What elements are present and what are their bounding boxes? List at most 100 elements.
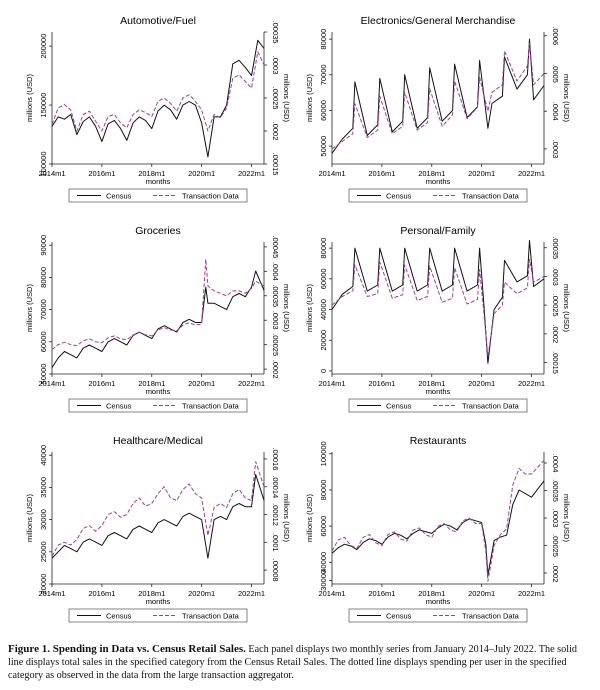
y-tick-label: 200000	[39, 34, 48, 59]
transaction-series-line	[331, 258, 545, 358]
y2-tick-label: .0002	[551, 324, 560, 343]
y2-tick-label: .0006	[551, 26, 560, 45]
y-tick-label: 35000	[39, 477, 48, 498]
y-tick-label: 90000	[39, 235, 48, 256]
x-axis-label: months	[426, 387, 451, 396]
transaction-series-line	[51, 51, 265, 132]
panel-healthcare-medical: Healthcare/Medical 2014m1 2016m1 2018m1 2020…	[25, 435, 291, 623]
y-tick-label: 30000	[319, 570, 328, 591]
x-tick-label: 2020m1	[188, 169, 215, 178]
y-axis-label: millions (USD)	[305, 74, 314, 122]
x-tick-label: 2020m1	[468, 379, 495, 388]
y2-axis-label: millions (USD)	[562, 74, 571, 122]
y2-tick-label: .00008	[271, 559, 280, 582]
y-tick-label: 70000	[319, 64, 328, 85]
census-series-line	[51, 270, 265, 368]
y-tick-label: 60000	[319, 516, 328, 537]
caption-lead: Figure 1. Spending in Data vs. Census Re…	[8, 643, 246, 655]
legend-label-transaction: Transaction Data	[182, 402, 240, 411]
y2-tick-label: .00025	[271, 87, 280, 110]
x-tick-label: 2018m1	[138, 169, 165, 178]
x-axis-label: months	[146, 387, 171, 396]
panel-title: Restaurants	[410, 435, 467, 447]
x-tick-label: 2022m1	[518, 169, 545, 178]
y2-tick-label: .00025	[551, 534, 560, 557]
y-tick-label: 20000	[39, 574, 48, 595]
y2-axis-label: millions (USD)	[282, 284, 291, 332]
legend	[68, 188, 248, 203]
legend-label-census: Census	[386, 612, 412, 621]
y2-tick-label: .00016	[271, 447, 280, 470]
census-series-line	[331, 240, 545, 364]
panel-title: Automotive/Fuel	[120, 15, 196, 27]
y-tick-label: 40000	[319, 552, 328, 573]
figure-caption: Figure 1. Spending in Data vs. Census Re…	[8, 643, 594, 682]
y2-axis-label: millions (USD)	[282, 494, 291, 542]
x-tick-label: 2014m1	[318, 379, 345, 388]
x-axis-label: months	[146, 597, 171, 606]
x-axis-label: months	[426, 177, 451, 186]
x-tick-label: 2018m1	[138, 379, 165, 388]
y2-tick-label: .00015	[271, 153, 280, 176]
y2-tick-label: .00045	[271, 235, 280, 258]
y2-tick-label: .0004	[271, 262, 280, 281]
y-axis-label: millions (USD)	[305, 284, 314, 332]
y2-axis-label: millions (USD)	[562, 494, 571, 542]
y-tick-label: 50000	[39, 364, 48, 385]
y2-tick-label: .00035	[551, 479, 560, 502]
y-tick-label: 80000	[319, 238, 328, 259]
x-tick-label: 2016m1	[368, 589, 395, 598]
y2-tick-label: .0004	[551, 454, 560, 473]
legend-label-transaction: Transaction Data	[182, 612, 240, 621]
transaction-series-line	[331, 42, 545, 150]
y2-tick-label: .0004	[551, 102, 560, 121]
panel-electronics-general-merchandise: Electronics/General Merchandise 2014m1 201…	[305, 15, 571, 203]
y2-tick-label: .00015	[551, 351, 560, 374]
y2-tick-label: .00012	[271, 503, 280, 526]
panel-title: Personal/Family	[400, 225, 476, 237]
legend-label-transaction: Transaction Data	[462, 402, 520, 411]
y-axis-label: millions (USD)	[25, 494, 34, 542]
y2-tick-label: .00025	[271, 333, 280, 356]
legend	[348, 398, 528, 413]
legend-label-census: Census	[386, 192, 412, 201]
x-tick-label: 2014m1	[38, 169, 65, 178]
y-tick-label: 80000	[319, 29, 328, 50]
y2-tick-label: .0005	[551, 64, 560, 83]
panel-title: Groceries	[135, 225, 181, 237]
y-tick-label: 70000	[39, 299, 48, 320]
legend-label-transaction: Transaction Data	[462, 612, 520, 621]
census-series-line	[331, 38, 545, 154]
y2-tick-label: .0003	[271, 311, 280, 330]
transaction-series-line	[51, 258, 265, 350]
y-axis-label: millions (USD)	[305, 494, 314, 542]
y2-tick-label: .0002	[271, 360, 280, 379]
x-tick-label: 2022m1	[238, 589, 265, 598]
census-series-line	[51, 39, 265, 158]
y-tick-label: 30000	[39, 509, 48, 530]
y2-tick-label: .0003	[551, 267, 560, 286]
panel-title: Electronics/General Merchandise	[361, 15, 516, 27]
legend	[68, 608, 248, 623]
y-tick-label: 80000	[319, 480, 328, 501]
y-tick-label: 25000	[39, 541, 48, 562]
x-tick-label: 2014m1	[38, 379, 65, 388]
chart-grid: Automotive/Fuel 2014m1 2016m1 2018m1 2020m1 2…	[25, 15, 571, 623]
y-tick-label: 0	[319, 369, 328, 373]
y-tick-label: 50000	[319, 136, 328, 157]
x-tick-label: 2014m1	[318, 169, 345, 178]
y-axis-label: millions (USD)	[25, 284, 34, 332]
census-series-line	[331, 480, 545, 576]
y2-tick-label: .00035	[271, 21, 280, 44]
x-tick-label: 2022m1	[238, 379, 265, 388]
y-tick-label: 60000	[319, 100, 328, 121]
y2-tick-label: .0002	[271, 122, 280, 141]
legend	[348, 188, 528, 203]
legend-label-transaction: Transaction Data	[462, 192, 520, 201]
y2-tick-label: .00035	[551, 236, 560, 259]
y2-tick-label: .0003	[551, 140, 560, 159]
y2-tick-label: .0003	[551, 509, 560, 528]
y-tick-label: 150000	[39, 93, 48, 118]
x-tick-label: 2020m1	[468, 169, 495, 178]
